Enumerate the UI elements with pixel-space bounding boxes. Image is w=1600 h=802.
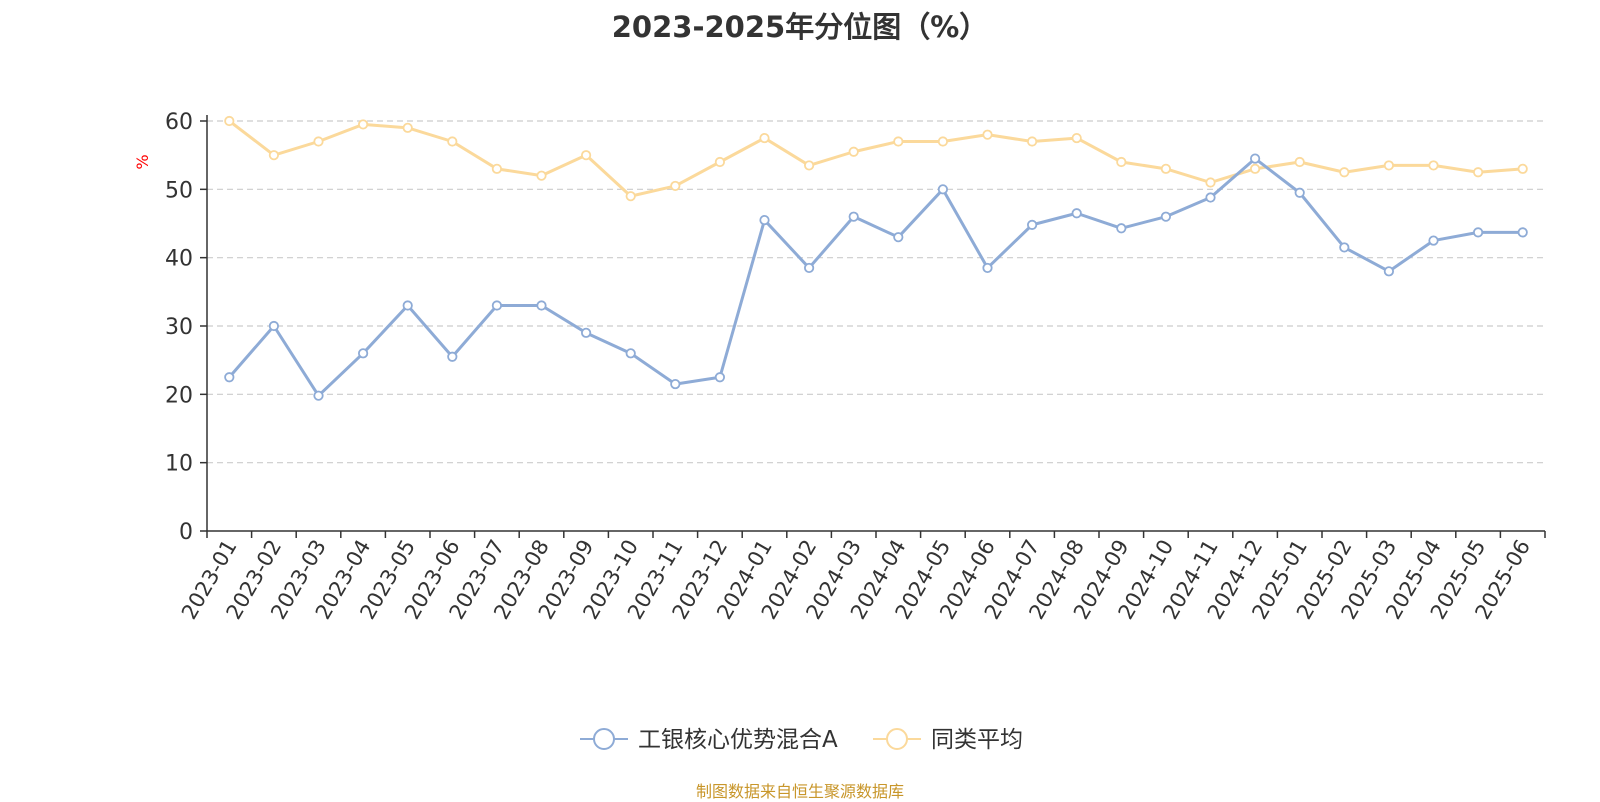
data-point (803, 262, 815, 274)
legend-label: 同类平均 (931, 727, 1023, 753)
data-point (1383, 266, 1395, 277)
data-point (1339, 242, 1350, 253)
data-point (937, 136, 949, 147)
y-tick-label: 40 (165, 247, 193, 272)
data-point (1205, 177, 1216, 188)
data-point (536, 300, 547, 311)
data-point (1116, 223, 1127, 234)
data-point (1116, 156, 1127, 168)
data-point (580, 327, 592, 338)
legend-marker (886, 728, 908, 750)
data-point (1428, 235, 1439, 246)
data-point (447, 136, 458, 147)
data-point (625, 348, 636, 359)
data-point (402, 300, 413, 311)
series-line-fund (228, 157, 1523, 398)
data-point (803, 160, 815, 171)
data-point (937, 184, 949, 195)
legend-label: 工银核心优势混合A (638, 727, 838, 753)
data-point (491, 163, 502, 174)
data-point (670, 180, 681, 192)
data-point (268, 150, 279, 161)
chart-title: 2023-2025年分位图（%） (611, 10, 989, 44)
data-point (580, 150, 592, 161)
data-point (491, 300, 502, 311)
data-point (759, 214, 770, 226)
data-point (1517, 163, 1528, 174)
source-note: 制图数据来自恒生聚源数据库 (695, 782, 904, 801)
data-point (1160, 163, 1172, 174)
data-point (1160, 211, 1172, 222)
data-point (536, 170, 547, 181)
data-point (893, 136, 904, 147)
data-point (1339, 167, 1350, 178)
data-point (1473, 167, 1484, 178)
data-point (893, 232, 904, 243)
data-point (1517, 227, 1528, 238)
data-point (447, 351, 458, 362)
data-point (224, 372, 235, 383)
data-point (759, 132, 770, 144)
y-tick-label: 60 (165, 110, 193, 135)
data-point (313, 390, 324, 401)
data-point (1250, 153, 1261, 164)
series-line-peer-average (228, 119, 1523, 198)
data-point (982, 262, 993, 274)
data-point (1027, 219, 1038, 230)
data-point (625, 191, 636, 202)
data-point (1473, 227, 1484, 238)
data-point (1071, 208, 1082, 219)
data-point (357, 348, 369, 359)
data-point (1205, 192, 1216, 203)
data-point (1428, 160, 1439, 171)
data-point (1294, 156, 1305, 168)
data-point (224, 115, 235, 127)
data-point (848, 146, 859, 157)
y-tick-label: 50 (165, 178, 193, 203)
data-point (982, 129, 993, 140)
data-point (357, 119, 369, 130)
data-point (1250, 163, 1261, 174)
data-point (313, 136, 324, 147)
data-point (1294, 187, 1305, 198)
data-point (1383, 160, 1395, 171)
y-axis-label: % (133, 154, 152, 169)
data-point (670, 378, 681, 390)
data-point (1071, 132, 1082, 144)
data-point (1027, 136, 1038, 147)
y-tick-label: 20 (165, 383, 193, 408)
legend-marker (593, 728, 615, 750)
y-tick-label: 10 (165, 452, 193, 477)
data-point (268, 320, 279, 332)
data-point (714, 156, 726, 168)
y-tick-label: 0 (179, 520, 193, 545)
y-tick-label: 30 (165, 315, 193, 340)
data-point (714, 372, 726, 383)
data-point (402, 122, 413, 133)
data-point (848, 211, 859, 222)
